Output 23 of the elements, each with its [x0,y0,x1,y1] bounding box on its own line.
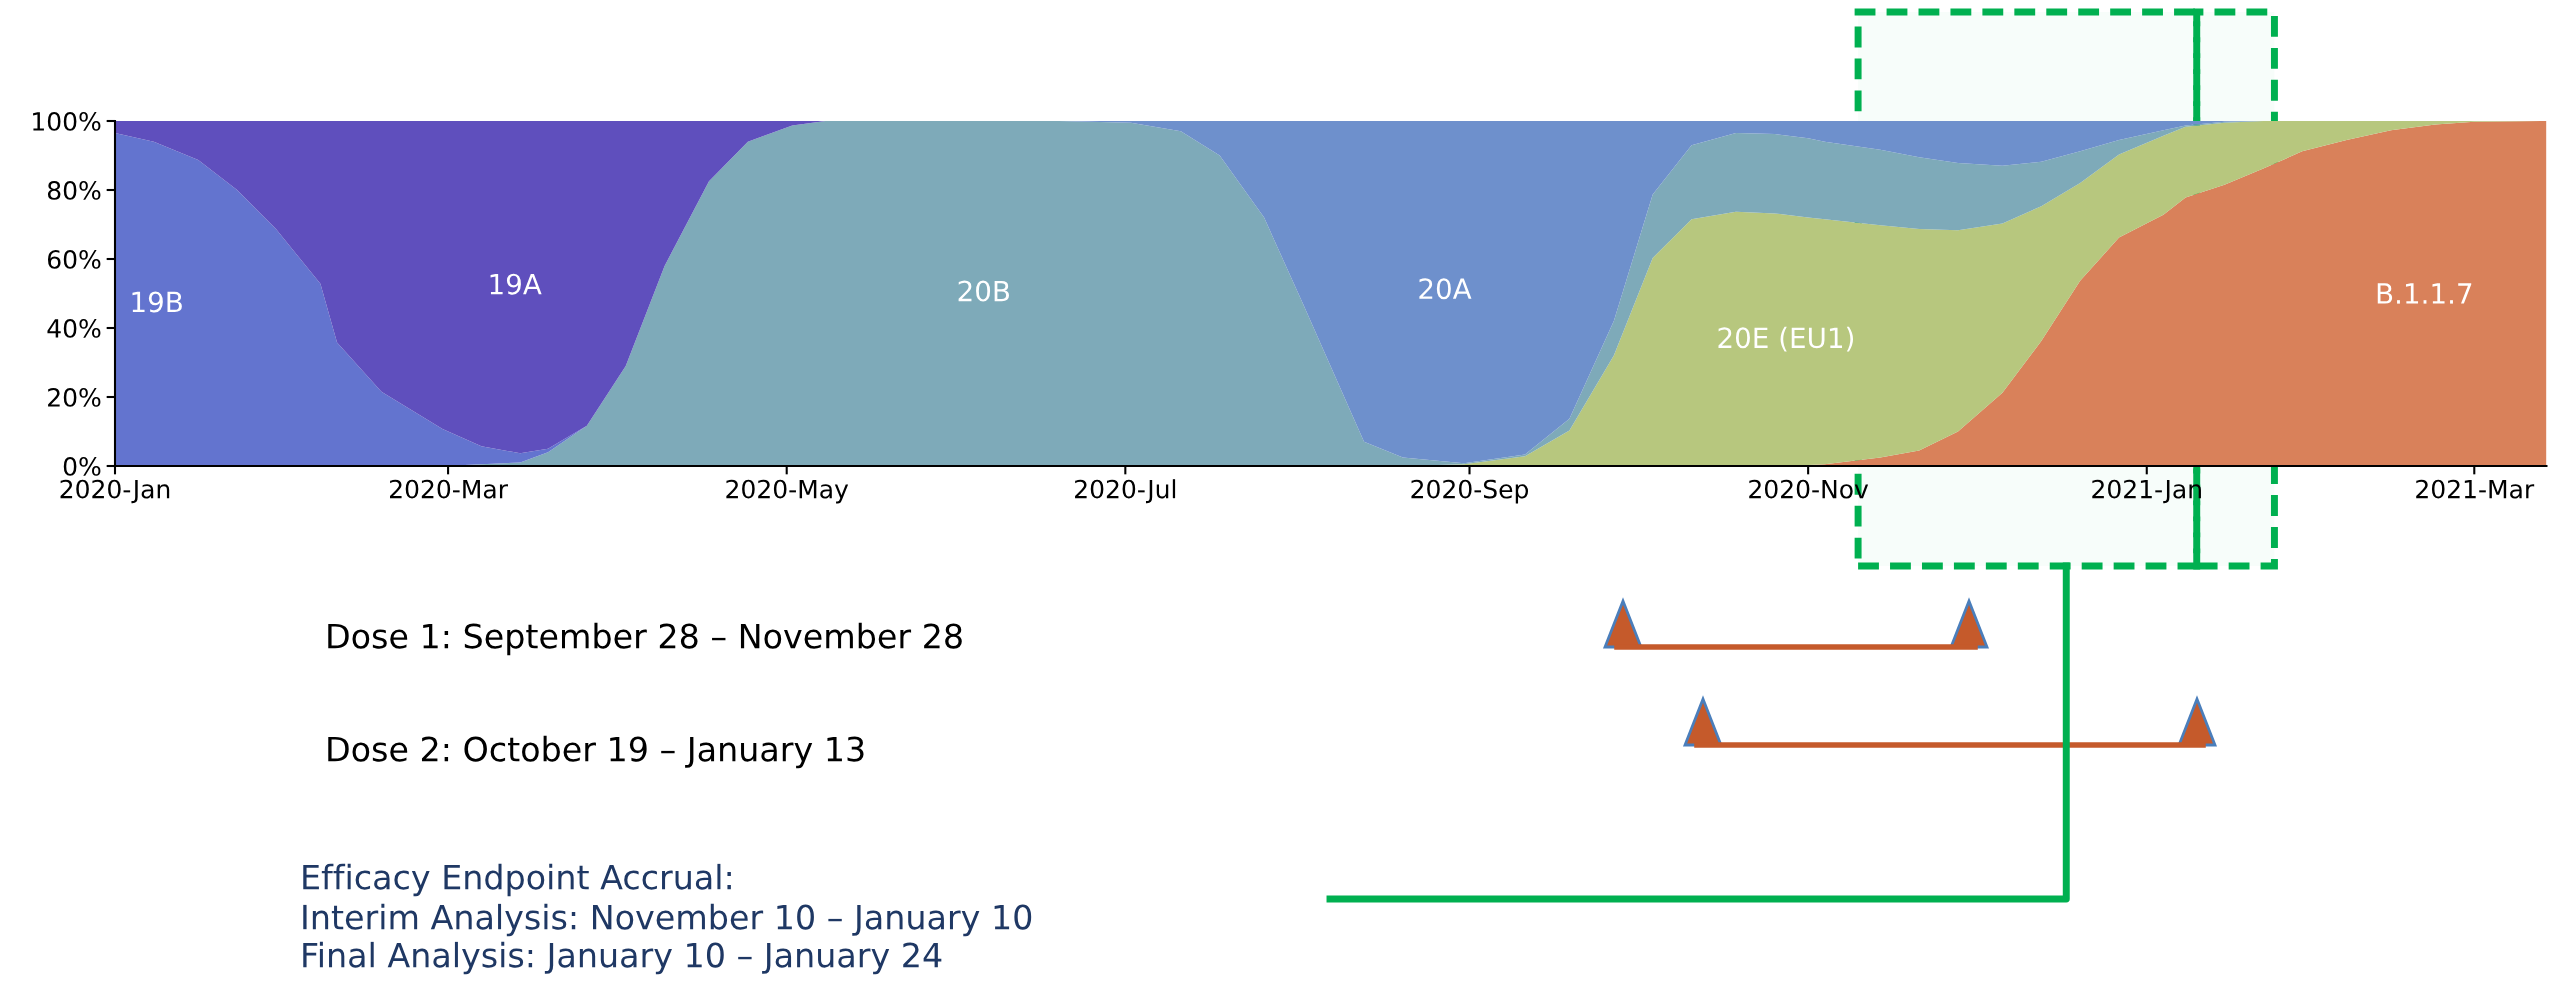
y-tick-label: 80% [47,180,101,200]
series-label: 19A [490,273,542,295]
y-tick-label: 40% [47,318,101,338]
series-label: 20B [958,280,1010,302]
y-tick-label: 20% [48,387,101,407]
series-label: 20A [1419,278,1472,300]
x-tick-label: 2020-May [726,479,849,504]
y-tick-label: 0% [63,456,101,476]
series-label: 19B [132,291,182,313]
text: Dose 2: October 19 – January 13 [328,735,864,769]
y-tick-label: 60% [47,249,101,269]
series-label: B.1.1.7 [2377,283,2472,304]
x-tick-label: 2020-Jan [60,479,170,504]
text: Final Analysis: January 10 – January 24 [303,941,942,975]
text: Interim Analysis: November 10 – January 10 [303,903,1032,937]
y-tick-label: 100% [33,111,101,131]
x-tick-label: 2020-Jul [1075,479,1176,504]
text: Efficacy Endpoint Accrual: [303,863,731,897]
x-tick-label: 2020-Mar [390,479,508,499]
series-label: 20E (EU1) [1718,326,1854,352]
x-tick-label: 2020-Sep [1411,479,1529,504]
text: Dose 1: September 28 – November 28 [328,622,962,656]
x-tick-label: 2021-Mar [2416,479,2535,499]
